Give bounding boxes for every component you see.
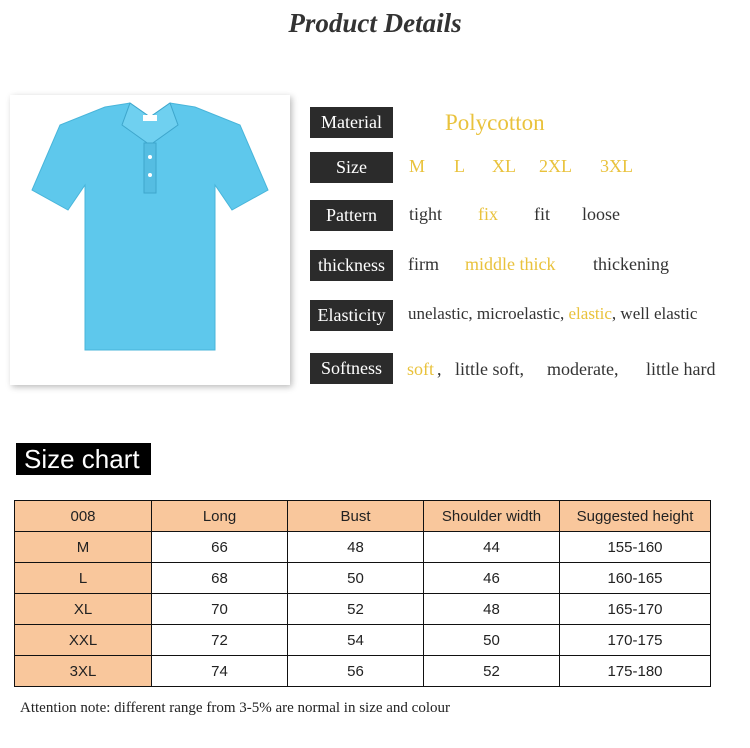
header-cell: Long bbox=[151, 500, 288, 532]
header-cell: Shoulder width bbox=[423, 500, 560, 532]
value-cell: 48 bbox=[423, 593, 560, 625]
value-cell: 54 bbox=[287, 624, 424, 656]
header-cell: Bust bbox=[287, 500, 424, 532]
pattern-option: loose bbox=[582, 204, 620, 224]
header-cell: Suggested height bbox=[559, 500, 711, 532]
page-title: Product Details bbox=[288, 8, 462, 38]
polo-shirt-icon bbox=[31, 102, 269, 351]
size-cell: XXL bbox=[14, 624, 152, 656]
size-chart-title: Size chart bbox=[16, 443, 151, 475]
table-row: L 68 50 46 160-165 bbox=[14, 562, 711, 594]
value-cell: 56 bbox=[287, 655, 424, 687]
pattern-label: Pattern bbox=[310, 200, 393, 231]
softness-option: moderate, bbox=[547, 359, 619, 379]
attention-note: Attention note: different range from 3-5… bbox=[20, 700, 450, 716]
value-cell: 170-175 bbox=[559, 624, 711, 656]
size-cell: 3XL bbox=[14, 655, 152, 687]
size-cell: L bbox=[14, 562, 152, 594]
softness-option: , little soft, bbox=[437, 359, 524, 379]
elasticity-options: unelastic, microelastic, elastic, well e… bbox=[408, 304, 697, 324]
size-label: Size bbox=[310, 152, 393, 183]
size-option: L bbox=[454, 156, 465, 176]
pattern-option-selected: fix bbox=[478, 204, 498, 224]
value-cell: 48 bbox=[287, 531, 424, 563]
header-cell: 008 bbox=[14, 500, 152, 532]
elasticity-label: Elasticity bbox=[310, 300, 393, 331]
table-row: XXL 72 54 50 170-175 bbox=[14, 624, 711, 656]
thickness-option: thickening bbox=[593, 254, 669, 274]
value-cell: 165-170 bbox=[559, 593, 711, 625]
size-chart-table: 008 Long Bust Shoulder width Suggested h… bbox=[14, 500, 711, 687]
size-option: 3XL bbox=[600, 156, 633, 176]
table-row: 3XL 74 56 52 175-180 bbox=[14, 655, 711, 687]
value-cell: 175-180 bbox=[559, 655, 711, 687]
size-option: M bbox=[409, 156, 426, 176]
pattern-option: fit bbox=[534, 204, 550, 224]
value-cell: 50 bbox=[287, 562, 424, 594]
table-row: XL 70 52 48 165-170 bbox=[14, 593, 711, 625]
value-cell: 74 bbox=[151, 655, 288, 687]
elasticity-option-selected: elastic bbox=[568, 304, 612, 323]
size-cell: XL bbox=[14, 593, 152, 625]
value-cell: 70 bbox=[151, 593, 288, 625]
softness-label: Softness bbox=[310, 353, 393, 384]
pattern-option: tight bbox=[409, 204, 443, 224]
size-option: 2XL bbox=[539, 156, 572, 176]
value-cell: 46 bbox=[423, 562, 560, 594]
value-cell: 68 bbox=[151, 562, 288, 594]
material-value: Polycotton bbox=[445, 110, 545, 135]
elasticity-option: microelastic, bbox=[476, 304, 569, 323]
material-label: Material bbox=[310, 107, 393, 138]
thickness-option-selected: middle thick bbox=[465, 254, 556, 274]
size-cell: M bbox=[14, 531, 152, 563]
value-cell: 50 bbox=[423, 624, 560, 656]
thickness-label: thickness bbox=[310, 250, 393, 281]
elasticity-option: unelastic, bbox=[408, 304, 477, 323]
softness-option-selected: soft bbox=[407, 359, 434, 379]
value-cell: 155-160 bbox=[559, 531, 711, 563]
value-cell: 66 bbox=[151, 531, 288, 563]
elasticity-option: , well elastic bbox=[611, 304, 698, 323]
table-header-row: 008 Long Bust Shoulder width Suggested h… bbox=[14, 500, 711, 532]
product-image bbox=[10, 95, 290, 385]
thickness-option: firm bbox=[408, 254, 439, 274]
value-cell: 72 bbox=[151, 624, 288, 656]
table-row: M 66 48 44 155-160 bbox=[14, 531, 711, 563]
softness-option: little hard bbox=[646, 359, 716, 379]
size-option: XL bbox=[492, 156, 516, 176]
value-cell: 44 bbox=[423, 531, 560, 563]
value-cell: 160-165 bbox=[559, 562, 711, 594]
value-cell: 52 bbox=[423, 655, 560, 687]
value-cell: 52 bbox=[287, 593, 424, 625]
